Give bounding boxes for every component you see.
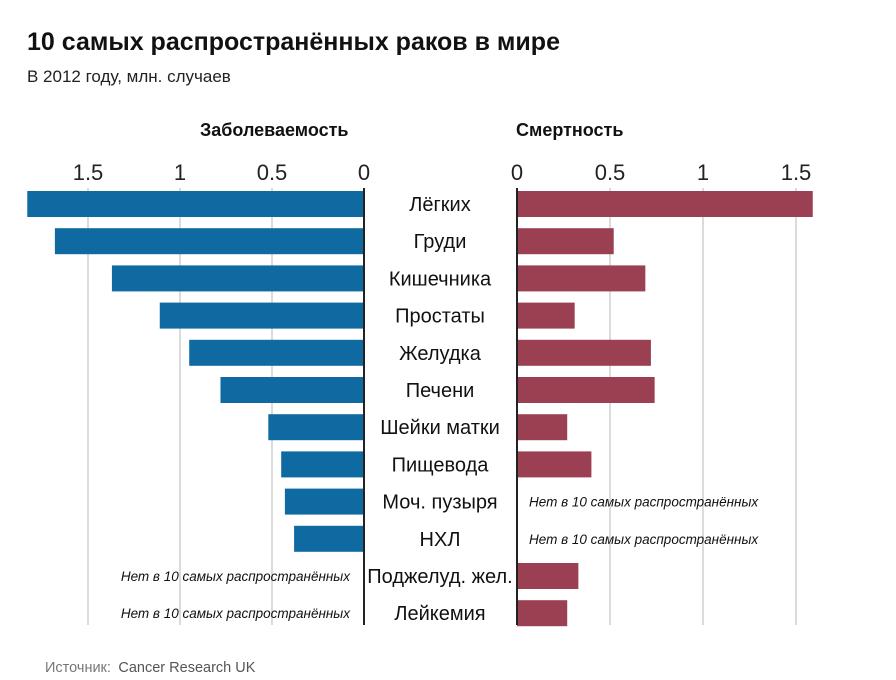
source-label: Источник: xyxy=(45,660,111,676)
bar-incidence xyxy=(189,339,364,366)
chart-title: 10 самых распространённых раков в мире xyxy=(27,28,560,56)
tick-label-incidence: 0.5 xyxy=(257,160,288,185)
tick-label-mortality: 0.5 xyxy=(595,160,626,185)
category-label: Моч. пузыря xyxy=(382,492,497,514)
tick-label-mortality: 1.5 xyxy=(781,160,812,185)
tick-labels: 1.5 1 0.5 0 0 0.5 1 1.5 xyxy=(73,160,812,185)
bar-mortality xyxy=(517,414,568,441)
bar-mortality xyxy=(517,265,646,292)
note-incidence-missing: Нет в 10 самых распространённых xyxy=(121,606,351,621)
incidence-panel-title: Заболеваемость xyxy=(200,120,349,140)
bar-incidence xyxy=(159,302,364,329)
note-mortality-missing: Нет в 10 самых распространённых xyxy=(529,532,759,547)
bar-mortality xyxy=(517,339,651,366)
bar-incidence xyxy=(54,228,364,255)
category-label: Груди xyxy=(414,231,467,253)
bar-incidence xyxy=(111,265,364,292)
bar-mortality xyxy=(517,600,568,627)
bar-mortality xyxy=(517,191,813,217)
category-label: Поджелуд. жел. xyxy=(367,566,512,588)
chart-subtitle: В 2012 году, млн. случаев xyxy=(27,67,231,86)
bar-mortality xyxy=(517,302,575,329)
tick-label-incidence: 1 xyxy=(174,160,186,185)
tick-label-mortality: 0 xyxy=(511,160,523,185)
category-label: Кишечника xyxy=(389,268,492,290)
gridlines xyxy=(87,188,797,625)
category-label: Желудка xyxy=(399,343,482,365)
category-label: Шейки матки xyxy=(380,417,500,439)
bar-incidence xyxy=(27,191,365,217)
missing-notes: Нет в 10 самых распространённых Нет в 10 … xyxy=(121,495,760,622)
bar-incidence xyxy=(220,377,364,403)
category-labels: Лёгких Груди Кишечника Простаты Желудка Печен… xyxy=(367,194,512,625)
source-value: Cancer Research UK xyxy=(118,660,255,676)
bar-incidence xyxy=(284,488,364,515)
bar-mortality xyxy=(517,377,655,403)
bar-mortality xyxy=(517,228,614,255)
category-label: Лейкемия xyxy=(394,603,485,625)
zero-axes xyxy=(363,188,518,625)
tick-label-incidence: 1.5 xyxy=(73,160,104,185)
note-mortality-missing: Нет в 10 самых распространённых xyxy=(529,495,759,510)
bar-mortality xyxy=(517,563,579,589)
category-label: Лёгких xyxy=(409,194,470,216)
category-label: Пищевода xyxy=(392,454,490,476)
category-label: Простаты xyxy=(395,306,485,328)
bar-incidence xyxy=(268,414,364,441)
tick-label-incidence: 0 xyxy=(358,160,370,185)
tick-label-mortality: 1 xyxy=(697,160,709,185)
bars xyxy=(27,191,813,627)
bar-incidence xyxy=(294,525,364,552)
mortality-panel-title: Смертность xyxy=(516,120,623,140)
note-incidence-missing: Нет в 10 самых распространённых xyxy=(121,569,351,584)
category-label: НХЛ xyxy=(420,529,461,551)
bar-mortality xyxy=(517,451,592,478)
category-label: Печени xyxy=(406,380,475,402)
source-note: Источник: Cancer Research UK xyxy=(45,659,256,676)
bar-incidence xyxy=(281,451,364,478)
